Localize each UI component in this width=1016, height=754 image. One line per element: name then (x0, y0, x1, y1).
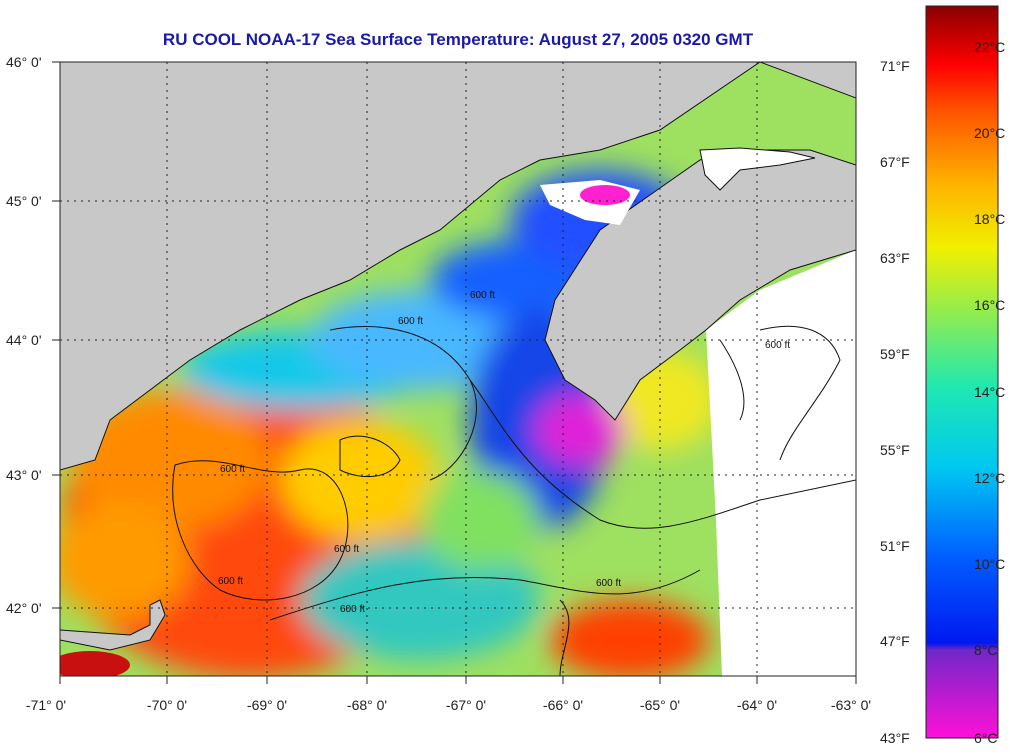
lat-label: 44° 0' (6, 332, 42, 348)
fahrenheit-label: 63°F (880, 250, 910, 266)
contour-label: 600 ft (596, 578, 621, 589)
lon-label: -71° 0' (25, 697, 67, 713)
celsius-label: 10°C (974, 556, 1006, 572)
fahrenheit-label: 59°F (880, 346, 910, 362)
lon-label: -68° 0' (346, 697, 388, 713)
land-capecod (60, 599, 166, 651)
no-data-area (706, 250, 856, 676)
celsius-label: 12°C (974, 470, 1006, 486)
lat-label: 45° 0' (6, 193, 42, 209)
contour-label: 600 ft (334, 544, 359, 555)
map-title: RU COOL NOAA-17 Sea Surface Temperature:… (162, 30, 754, 49)
sst-field (60, 170, 720, 676)
lon-label: -65° 0' (639, 697, 681, 713)
celsius-label: 8°C (974, 642, 998, 658)
contours (172, 325, 856, 676)
contour-label: 600 ft (218, 576, 243, 587)
map-frame (59, 61, 857, 677)
lon-label: -66° 0' (542, 697, 584, 713)
lon-label: -64° 0' (736, 697, 778, 713)
contour-label: 600 ft (220, 464, 245, 475)
lat-label: 43° 0' (6, 467, 42, 483)
lon-label: -67° 0' (445, 697, 487, 713)
celsius-label: 16°C (974, 297, 1006, 313)
contour-label: 600 ft (765, 340, 790, 351)
celsius-label: 18°C (974, 211, 1006, 227)
celsius-label: 14°C (974, 384, 1006, 400)
contour-label: 600 ft (340, 604, 365, 615)
lat-label: 42° 0' (6, 600, 42, 616)
fahrenheit-label: 55°F (880, 442, 910, 458)
lon-label: -69° 0' (246, 697, 288, 713)
fahrenheit-label: 71°F (880, 58, 910, 74)
contour-label: 600 ft (470, 290, 495, 301)
contour-labels: 600 ft 600 ft 600 ft 600 ft 600 ft 600 f… (218, 290, 790, 615)
gridlines (60, 62, 856, 676)
celsius-label: 6°C (974, 730, 998, 746)
land-maine (60, 62, 856, 471)
colorbar (925, 5, 999, 739)
fahrenheit-label: 43°F (880, 730, 910, 746)
lon-label: -70° 0' (146, 697, 188, 713)
land-pei (699, 147, 816, 191)
fahrenheit-label: 51°F (880, 538, 910, 554)
lon-label: -63° 0' (830, 697, 872, 713)
contour-label: 600 ft (398, 316, 423, 327)
fahrenheit-label: 67°F (880, 154, 910, 170)
lat-label: 46° 0' (6, 54, 42, 70)
celsius-label: 20°C (974, 125, 1006, 141)
celsius-label: 22°C (974, 39, 1006, 55)
fahrenheit-label: 47°F (880, 633, 910, 649)
